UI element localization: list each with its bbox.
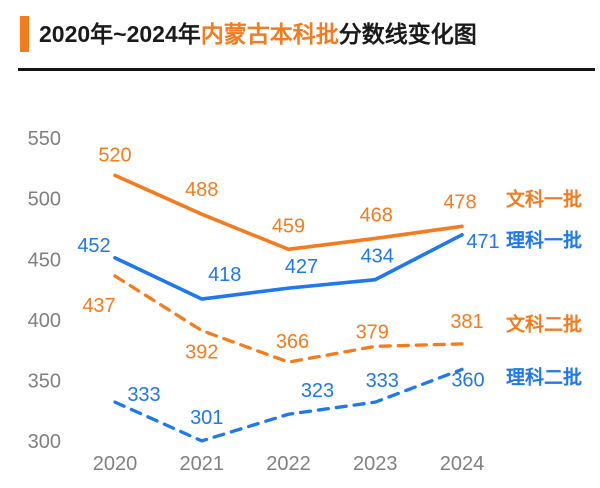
data-label: 459	[272, 215, 305, 237]
series-line-2	[113, 274, 464, 364]
x-tick-label: 2024	[440, 453, 485, 475]
data-label: 323	[301, 380, 334, 402]
data-label: 437	[82, 295, 115, 317]
legend-label: 文科一批	[506, 188, 582, 211]
x-tick-label: 2020	[93, 453, 138, 475]
data-label: 379	[356, 321, 389, 343]
series-line-3	[113, 367, 464, 443]
chart-area: 520 488 459 468 478 452 418 427 434 471 437 392 366 3…	[0, 90, 600, 488]
title-prefix: 2020年~2024年	[39, 21, 201, 47]
series-line-1	[113, 232, 464, 301]
page-header: 2020年~2024年内蒙古本科批分数线变化图	[20, 16, 477, 52]
y-tick-label: 400	[28, 310, 61, 332]
data-label: 392	[185, 342, 218, 364]
data-label: 427	[285, 256, 318, 278]
y-tick-label: 500	[28, 189, 61, 211]
data-label: 381	[450, 311, 483, 333]
title-suffix: 分数线变化图	[338, 21, 477, 47]
y-tick-label: 300	[28, 431, 61, 453]
data-label: 478	[443, 191, 476, 213]
line-chart: 520 488 459 468 478 452 418 427 434 471 437 392 366 3…	[28, 128, 582, 475]
data-label: 434	[361, 246, 394, 268]
legend-label: 理科二批	[506, 366, 582, 389]
x-tick-label: 2023	[353, 453, 398, 475]
data-label: 418	[208, 264, 241, 286]
separator-line	[18, 68, 595, 71]
data-label: 333	[127, 384, 160, 406]
series-line-0	[113, 173, 464, 252]
data-label: 360	[451, 369, 484, 391]
legend-label: 理科一批	[506, 229, 582, 252]
data-label: 468	[360, 204, 393, 226]
data-label: 301	[190, 407, 223, 429]
x-tick-label: 2021	[180, 453, 225, 475]
y-tick-label: 450	[28, 249, 61, 271]
title-accent-bar	[20, 16, 29, 52]
data-label: 488	[185, 179, 218, 201]
legend-label: 文科二批	[506, 313, 582, 336]
data-label: 366	[276, 331, 309, 353]
data-label: 452	[77, 235, 110, 257]
title-highlight: 内蒙古本科批	[200, 21, 339, 47]
y-tick-label: 550	[28, 128, 61, 150]
data-label: 471	[466, 231, 499, 253]
page-title: 2020年~2024年内蒙古本科批分数线变化图	[39, 16, 477, 52]
x-tick-label: 2022	[266, 453, 311, 475]
data-label: 520	[98, 144, 131, 166]
y-tick-label: 350	[28, 371, 61, 393]
data-label: 333	[366, 370, 399, 392]
